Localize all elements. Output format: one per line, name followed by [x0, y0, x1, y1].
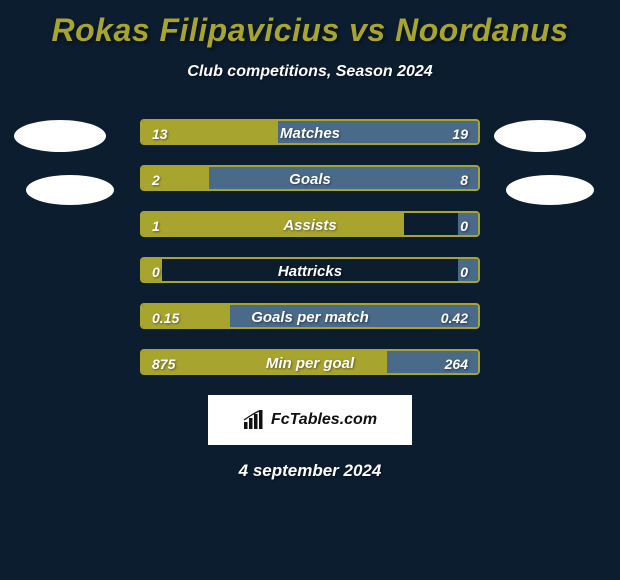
- stat-row: 1319Matches: [140, 119, 480, 145]
- stat-row: 875264Min per goal: [140, 349, 480, 375]
- stat-row: 28Goals: [140, 165, 480, 191]
- logo: FcTables.com: [208, 395, 412, 445]
- stat-label: Min per goal: [142, 351, 478, 373]
- stat-label: Matches: [142, 121, 478, 143]
- subtitle: Club competitions, Season 2024: [0, 63, 620, 81]
- stat-row: 00Hattricks: [140, 257, 480, 283]
- stat-label: Goals: [142, 167, 478, 189]
- stat-row: 0.150.42Goals per match: [140, 303, 480, 329]
- stat-row: 10Assists: [140, 211, 480, 237]
- chart-icon: [243, 410, 265, 430]
- date: 4 september 2024: [0, 461, 620, 481]
- stat-label: Assists: [142, 213, 478, 235]
- page-title: Rokas Filipavicius vs Noordanus: [0, 0, 620, 49]
- logo-text: FcTables.com: [271, 411, 377, 429]
- comparison-card: Rokas Filipavicius vs Noordanus Club com…: [0, 0, 620, 580]
- stat-label: Goals per match: [142, 305, 478, 327]
- stat-label: Hattricks: [142, 259, 478, 281]
- stats-area: 1319Matches 28Goals 10Assists 00Hattricks 0.…: [0, 119, 620, 375]
